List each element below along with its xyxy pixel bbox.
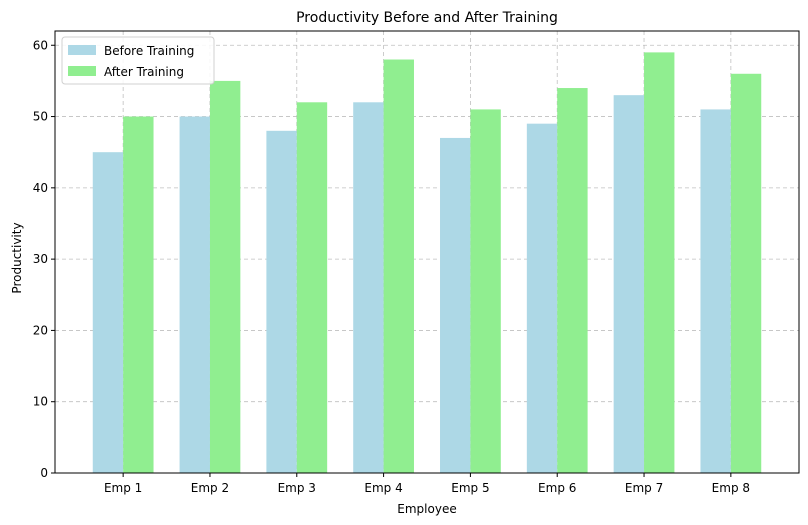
x-tick-label: Emp 8 — [712, 481, 750, 495]
y-tick-label: 20 — [33, 323, 48, 337]
bar-before — [440, 137, 471, 473]
bar-before — [92, 152, 124, 473]
y-axis-label: Productivity — [10, 222, 24, 293]
x-tick-label: Emp 7 — [625, 481, 663, 495]
x-axis-label: Employee — [397, 502, 456, 516]
bar-before — [526, 123, 558, 473]
legend: Before Training After Training — [61, 36, 215, 85]
y-axis: 0 10 20 30 40 50 60 — [33, 38, 55, 480]
y-tick-label: 0 — [40, 466, 48, 480]
bar-before — [700, 109, 731, 473]
legend-label: After Training — [104, 65, 184, 79]
y-tick-label: 50 — [33, 110, 48, 124]
plot-frame — [54, 30, 800, 474]
bars-layer — [92, 52, 762, 474]
bar-after — [557, 88, 588, 473]
bar-after — [644, 52, 675, 474]
x-tick-label: Emp 6 — [538, 481, 576, 495]
bar-after — [123, 116, 154, 473]
y-tick-label: 60 — [33, 38, 48, 52]
y-tick-label: 10 — [33, 395, 48, 409]
legend-swatch — [68, 66, 96, 76]
bar-after — [296, 102, 328, 474]
x-tick-label: Emp 1 — [104, 481, 142, 495]
bar-before — [353, 102, 384, 474]
bar-before — [613, 95, 645, 474]
bar-after — [730, 73, 762, 473]
chart-title: Productivity Before and After Training — [296, 10, 558, 26]
bar-after — [383, 59, 414, 474]
x-tick-label: Emp 2 — [191, 481, 229, 495]
y-tick-label: 30 — [33, 252, 48, 266]
bar-after — [209, 80, 241, 473]
x-axis: Emp 1 Emp 2 Emp 3 Emp 4 Emp 5 Emp 6 Emp 7 Emp 8 — [104, 473, 750, 495]
y-tick-label: 40 — [33, 181, 48, 195]
bar-before — [179, 116, 210, 473]
legend-label: Before Training — [104, 44, 194, 58]
bar-after — [470, 109, 501, 473]
x-tick-label: Emp 3 — [278, 481, 316, 495]
legend-box — [61, 36, 215, 85]
legend-swatch — [68, 45, 96, 55]
bar-before — [266, 130, 297, 473]
x-tick-label: Emp 5 — [451, 481, 489, 495]
x-tick-label: Emp 4 — [364, 481, 402, 495]
